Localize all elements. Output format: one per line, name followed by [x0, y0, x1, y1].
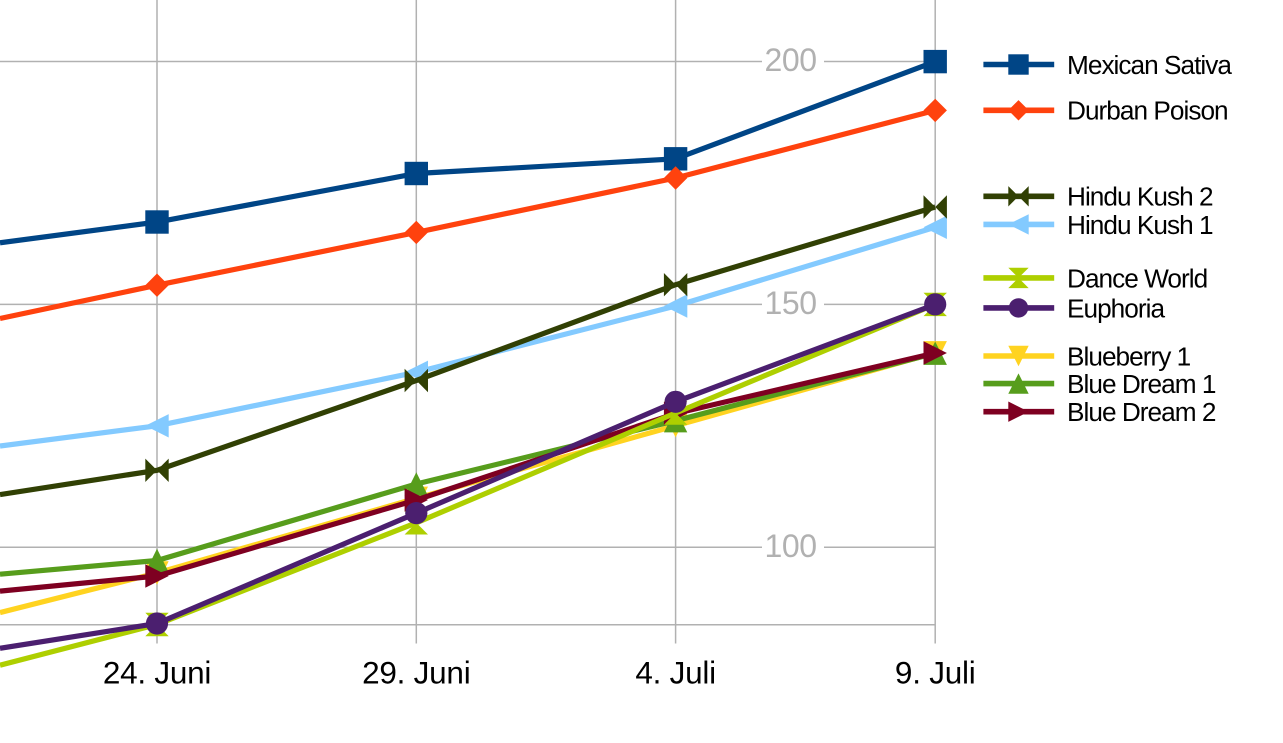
svg-text:4. Juli: 4. Juli — [635, 655, 716, 691]
svg-text:150: 150 — [764, 285, 816, 321]
svg-text:24. Juni: 24. Juni — [103, 655, 211, 691]
svg-text:Durban Poison: Durban Poison — [1067, 96, 1228, 126]
svg-text:200: 200 — [764, 42, 816, 78]
svg-text:100: 100 — [764, 528, 816, 564]
svg-text:Blue Dream 2: Blue Dream 2 — [1067, 397, 1216, 427]
svg-text:Hindu Kush 2: Hindu Kush 2 — [1067, 182, 1213, 212]
svg-text:Hindu Kush 1: Hindu Kush 1 — [1067, 210, 1213, 240]
svg-text:Blue Dream 1: Blue Dream 1 — [1067, 369, 1216, 399]
svg-text:29. Juni: 29. Juni — [362, 655, 470, 691]
svg-text:Mexican Sativa: Mexican Sativa — [1067, 50, 1232, 80]
svg-text:9. Juli: 9. Juli — [895, 655, 976, 691]
svg-text:Euphoria: Euphoria — [1067, 293, 1165, 323]
svg-text:Blueberry 1: Blueberry 1 — [1067, 341, 1191, 371]
svg-text:Dance World: Dance World — [1067, 263, 1207, 293]
